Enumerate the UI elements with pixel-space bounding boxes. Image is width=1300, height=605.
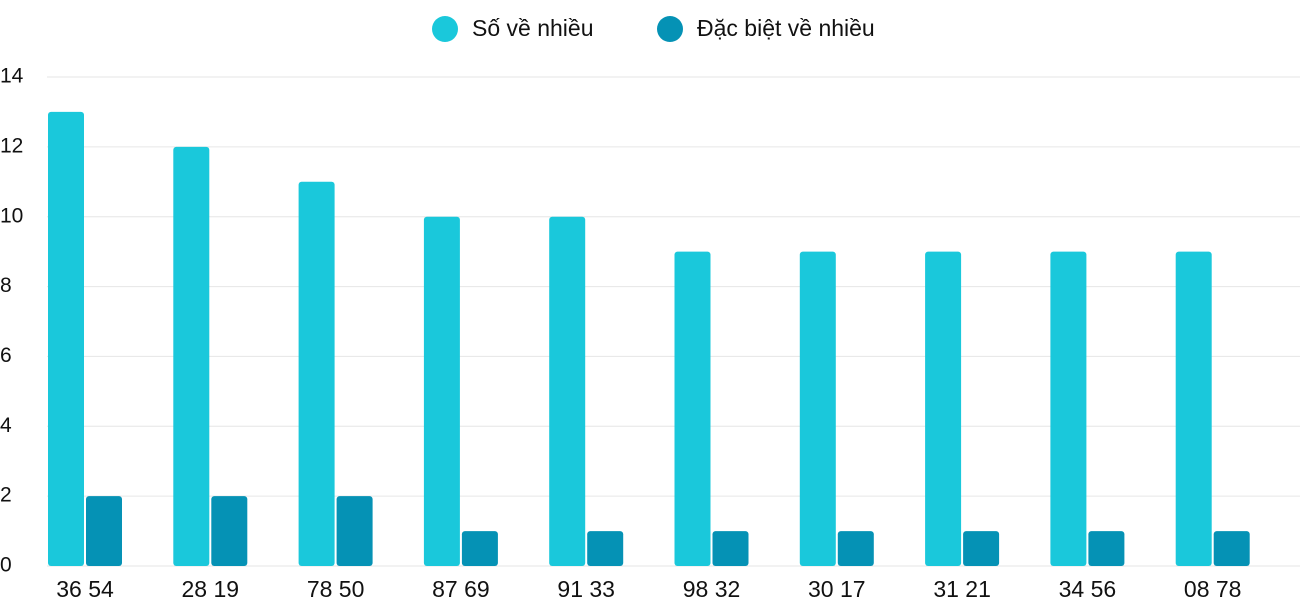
bar — [963, 531, 1000, 566]
legend-marker — [657, 16, 683, 42]
bar — [587, 531, 624, 566]
y-tick-label: 6 — [0, 344, 12, 367]
y-tick-label: 0 — [0, 554, 12, 577]
bar — [298, 181, 335, 567]
x-tick-label: 78 50 — [307, 576, 365, 600]
bar — [1088, 531, 1125, 566]
y-tick-label: 2 — [0, 484, 12, 507]
bar — [549, 216, 586, 566]
x-tick-label: 98 32 — [683, 576, 741, 600]
x-tick-label: 36 54 — [56, 576, 114, 600]
x-tick-label: 31 21 — [933, 576, 991, 600]
y-tick-label: 4 — [0, 414, 12, 437]
bar — [925, 251, 962, 566]
legend-marker — [432, 16, 458, 42]
x-tick-label: 08 78 — [1184, 576, 1242, 600]
bar — [336, 496, 373, 566]
bar — [799, 251, 836, 566]
x-tick-label: 30 17 — [808, 576, 866, 600]
bar — [1213, 531, 1250, 566]
legend-label: Số về nhiều — [472, 15, 593, 41]
bar — [211, 496, 248, 566]
bar — [86, 496, 122, 566]
x-tick-label: 91 33 — [557, 576, 615, 600]
legend-label: Đặc biệt về nhiều — [697, 15, 875, 41]
x-tick-label: 28 19 — [182, 576, 240, 600]
bar — [674, 251, 711, 566]
bar — [837, 531, 874, 566]
x-tick-label: 87 69 — [432, 576, 490, 600]
x-tick-label: 34 56 — [1059, 576, 1117, 600]
bar — [1050, 251, 1087, 566]
bar — [173, 146, 210, 566]
bar — [712, 531, 749, 566]
y-tick-label: 12 — [0, 134, 23, 157]
y-tick-label: 10 — [0, 204, 23, 227]
bar — [48, 111, 84, 566]
bar — [461, 531, 498, 566]
y-tick-label: 8 — [0, 274, 12, 297]
y-tick-label: 14 — [0, 65, 24, 88]
bar — [1175, 251, 1212, 566]
bar — [423, 216, 460, 566]
